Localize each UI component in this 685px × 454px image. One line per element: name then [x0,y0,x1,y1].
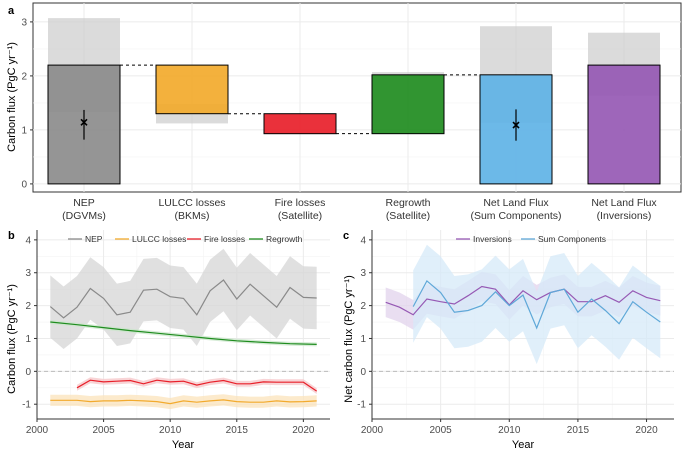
a-y-tick-label: 0 [21,179,27,190]
b-line-regrowth [50,321,317,345]
b-x-tick-label: 2005 [92,425,115,436]
b-y-tick-label: 1 [25,334,31,345]
c-y-tick-label: 2 [360,301,366,312]
panel-a-category-labels: NEP(DGVMs)LULCC losses(BKMs)Fire losses(… [62,197,657,222]
a-y-tick-label: 3 [21,17,27,28]
b-legend-label: Fire losses [204,234,245,244]
b-y-tick-label: 4 [25,235,31,246]
c-y-tick-label: 4 [360,235,366,246]
c-x-tick-label: 2010 [498,425,521,436]
panel-b-x-axis-label: Year [172,439,195,451]
panel-b-y-axis-label: Carbon flux (PgC yr⁻¹) [6,284,18,394]
a-category-label: NEP [73,197,95,209]
a-category-label: Regrowth [386,197,431,209]
b-x-tick-label: 2010 [159,425,182,436]
c-band-sum-components [413,244,661,365]
a-y-tick-label: 1 [21,125,27,136]
a-bar [155,64,229,115]
panel-a-connectors [120,64,480,135]
c-line-sum-components [412,279,661,330]
a-category-sublabel: (DGVMs) [62,210,106,222]
a-category-sublabel: (Inversions) [597,210,652,222]
a-category-label: Net Land Flux [483,197,549,209]
b-legend-label: Regrowth [266,234,303,244]
a-category-sublabel: (Satellite) [386,210,430,222]
panel-b-letter: b [8,230,15,242]
b-y-tick-label: -1 [22,400,31,411]
b-y-tick-label: 2 [25,301,31,312]
c-x-tick-label: 2015 [567,425,590,436]
b-line-nep [49,279,317,319]
panel-a-bars [47,64,661,185]
panel-c-uncertainty-bands [385,244,661,365]
a-bar [371,74,445,135]
c-x-tick-label: 2005 [430,425,453,436]
b-line-fire-losses [76,379,318,392]
a-mean-marker [512,121,520,129]
a-bar [263,113,337,135]
c-y-tick-label: 1 [360,334,366,345]
panel-b-line-chart: b -1 0 1 2 3 4 2000 2005 2010 2015 2020 NEP LULCC … [6,230,330,451]
a-mean-marker [80,118,88,126]
a-category-sublabel: (Sum Components) [470,210,561,222]
panel-c-line-chart: c -1 0 1 2 3 4 2000 2005 2010 2015 2020 Inversion… [343,230,674,451]
b-legend-label: LULCC losses [132,234,186,244]
b-band-lulcc-losses [50,394,317,410]
panel-c-x-axis-label: Year [512,439,535,451]
panel-b-x-ticks: 2000 2005 2010 2015 2020 [26,419,315,436]
a-y-tick-label: 2 [21,71,27,82]
a-category-label: Fire losses [275,197,326,209]
panel-a-y-ticks: 0 1 2 3 [21,17,33,190]
panel-c-legend: Inversions Sum Components [456,234,606,244]
panel-a-letter: a [8,5,15,17]
panel-b-legend: NEP LULCC losses Fire losses Regrowth [68,234,303,244]
c-legend-label: Inversions [473,234,512,244]
c-y-tick-label: 0 [360,367,366,378]
c-line-inversions [385,285,661,316]
panel-a-bar-chart: a 0 1 2 3 NEP(DGVMs) LULCC losses(BKMs) Fire … [6,2,682,222]
c-y-tick-label: -1 [357,400,366,411]
panel-b-series-lines [49,279,318,405]
panel-c-y-ticks: -1 0 1 2 3 4 [357,235,372,411]
panel-a-plot-frame [32,2,682,193]
panel-a-y-axis-label: Carbon flux (PgC yr⁻¹) [6,42,18,152]
c-y-tick-label: 3 [360,268,366,279]
a-bar [587,64,661,185]
b-x-tick-label: 2020 [292,425,315,436]
a-uncertainty-band [372,72,444,76]
c-x-tick-label: 2000 [361,425,384,436]
panel-a-points [80,109,520,141]
a-category-sublabel: (BKMs) [175,210,210,222]
b-x-tick-label: 2000 [26,425,49,436]
b-legend-label: NEP [85,234,103,244]
b-line-lulcc-losses [50,399,317,405]
a-category-sublabel: (Satellite) [278,210,322,222]
panel-c-letter: c [343,230,349,242]
panel-b-y-ticks: -1 0 1 2 3 4 [22,235,37,411]
c-x-tick-label: 2020 [635,425,658,436]
b-y-tick-label: 0 [25,367,31,378]
a-category-label: LULCC losses [158,197,225,209]
c-legend-label: Sum Components [538,234,606,244]
b-y-tick-label: 3 [25,268,31,279]
panel-c-x-ticks: 2000 2005 2010 2015 2020 [361,419,658,436]
b-x-tick-label: 2015 [226,425,249,436]
b-band-regrowth [50,320,317,347]
panel-c-y-axis-label: Net carbon flux (PgC yr⁻¹) [343,275,355,402]
a-category-label: Net Land Flux [591,197,657,209]
panel-c-series-lines [385,279,661,330]
